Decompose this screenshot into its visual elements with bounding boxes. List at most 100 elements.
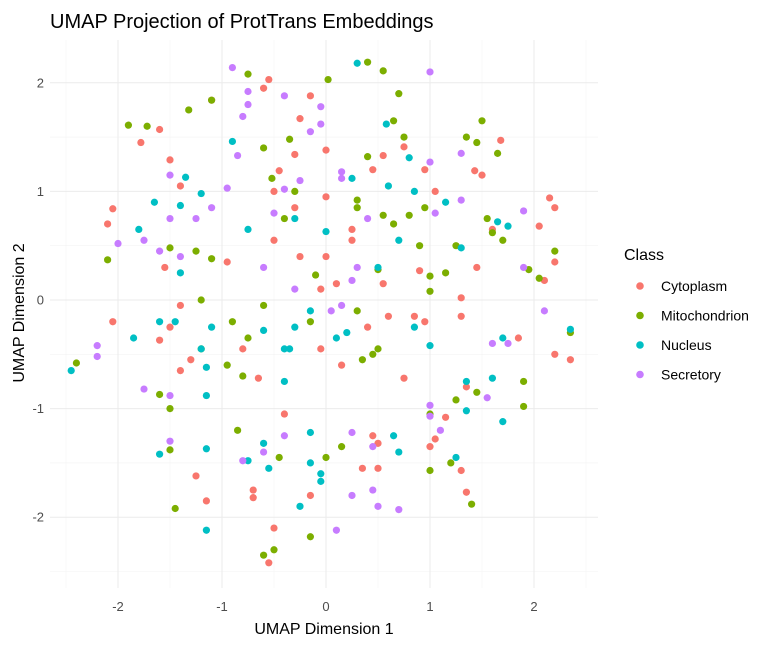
point-secretory	[426, 412, 434, 420]
point-cytoplasm	[254, 374, 262, 382]
point-mitochondrion	[379, 67, 387, 75]
point-nucleus	[382, 120, 390, 128]
point-nucleus	[130, 334, 138, 342]
point-nucleus	[197, 189, 205, 198]
point-nucleus	[296, 502, 304, 510]
point-secretory	[228, 63, 236, 72]
point-nucleus	[384, 182, 392, 190]
point-cytoplasm	[223, 258, 231, 266]
point-cytoplasm	[137, 138, 145, 147]
point-cytoplasm	[270, 524, 278, 532]
point-cytoplasm	[322, 193, 330, 201]
point-mitochondrion	[244, 334, 252, 342]
point-nucleus	[260, 439, 268, 447]
point-mitochondrion	[364, 153, 372, 161]
point-nucleus	[135, 225, 143, 234]
point-cytoplasm	[535, 222, 543, 230]
point-mitochondrion	[358, 356, 366, 364]
point-cytoplasm	[280, 410, 288, 418]
point-cytoplasm	[421, 318, 429, 326]
point-cytoplasm	[275, 167, 283, 175]
point-nucleus	[202, 445, 210, 453]
point-cytoplasm	[156, 125, 164, 134]
point-cytoplasm	[249, 494, 257, 502]
point-nucleus	[202, 526, 210, 534]
point-secretory	[431, 209, 439, 217]
point-nucleus	[265, 464, 273, 472]
point-mitochondrion	[244, 70, 252, 78]
point-secretory	[234, 151, 242, 160]
point-mitochondrion	[322, 453, 330, 462]
point-nucleus	[332, 334, 340, 342]
point-nucleus	[494, 218, 502, 226]
point-nucleus	[208, 323, 216, 331]
point-mitochondrion	[473, 138, 481, 147]
point-mitochondrion	[166, 405, 174, 413]
point-secretory	[426, 401, 434, 409]
point-nucleus	[374, 263, 382, 272]
point-mitochondrion	[124, 121, 132, 129]
legend-key-nucleus	[636, 341, 644, 349]
point-cytoplasm	[374, 439, 382, 447]
point-mitochondrion	[390, 220, 398, 228]
point-cytoplasm	[348, 236, 356, 244]
point-cytoplasm	[176, 301, 184, 310]
point-secretory	[114, 239, 122, 248]
point-cytoplasm	[338, 361, 346, 369]
point-secretory	[239, 457, 247, 465]
point-mitochondrion	[452, 396, 460, 404]
point-secretory	[306, 128, 314, 136]
point-secretory	[364, 214, 372, 223]
point-cytoplasm	[497, 136, 505, 144]
point-cytoplasm	[358, 464, 366, 472]
point-secretory	[338, 301, 346, 310]
point-nucleus	[343, 328, 351, 337]
point-mitochondrion	[270, 546, 278, 554]
point-mitochondrion	[208, 96, 216, 104]
x-tick-label: 0	[322, 599, 329, 614]
y-axis-title: UMAP Dimension 2	[11, 243, 28, 382]
point-mitochondrion	[156, 390, 164, 399]
x-axis-title: UMAP Dimension 1	[254, 621, 393, 638]
point-nucleus	[244, 457, 252, 465]
point-secretory	[504, 339, 512, 348]
point-secretory	[208, 204, 216, 212]
point-mitochondrion	[192, 247, 200, 255]
point-mitochondrion	[462, 133, 470, 141]
point-nucleus	[306, 307, 314, 315]
point-mitochondrion	[324, 75, 332, 84]
point-mitochondrion	[551, 247, 559, 255]
y-tick-label: 0	[37, 293, 44, 308]
point-cytoplasm	[400, 143, 408, 151]
point-secretory	[338, 174, 346, 182]
point-mitochondrion	[208, 255, 216, 263]
point-cytoplasm	[462, 383, 470, 391]
point-cytoplasm	[317, 285, 325, 293]
point-cytoplasm	[551, 204, 559, 212]
point-mitochondrion	[488, 229, 496, 237]
point-secretory	[140, 236, 148, 244]
point-secretory	[166, 391, 174, 400]
point-cytoplasm	[306, 491, 314, 500]
point-nucleus	[280, 377, 288, 386]
point-nucleus	[171, 318, 179, 326]
point-mitochondrion	[473, 388, 481, 396]
point-secretory	[239, 112, 247, 121]
point-cytoplasm	[265, 559, 273, 567]
point-mitochondrion	[166, 244, 174, 252]
point-nucleus	[176, 269, 184, 277]
point-nucleus	[452, 453, 460, 462]
point-secretory	[93, 342, 101, 350]
point-secretory	[348, 428, 356, 437]
point-mitochondrion	[286, 135, 294, 143]
point-mitochondrion	[72, 359, 80, 367]
point-secretory	[317, 120, 325, 128]
point-mitochondrion	[260, 144, 268, 152]
point-cytoplasm	[296, 252, 304, 261]
point-cytoplasm	[166, 156, 174, 164]
point-nucleus	[306, 459, 314, 467]
series-cytoplasm	[104, 75, 575, 567]
point-mitochondrion	[395, 90, 403, 98]
point-mitochondrion	[185, 106, 193, 114]
point-cytoplasm	[462, 488, 470, 496]
